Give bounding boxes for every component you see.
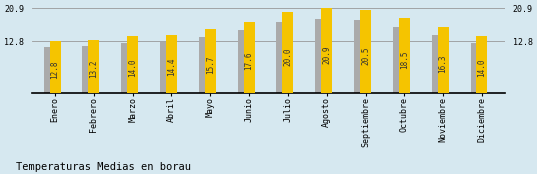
Bar: [160, 42, 171, 93]
Bar: [315, 19, 326, 93]
Text: 20.5: 20.5: [361, 46, 370, 65]
Text: 14.0: 14.0: [477, 58, 487, 77]
Bar: [470, 43, 481, 93]
Text: 14.4: 14.4: [167, 58, 176, 76]
Text: Temperaturas Medias en borau: Temperaturas Medias en borau: [16, 162, 191, 172]
Bar: [83, 46, 93, 93]
Bar: [244, 22, 255, 93]
Bar: [238, 30, 249, 93]
Bar: [282, 12, 293, 93]
Text: 12.8: 12.8: [50, 61, 60, 79]
Bar: [438, 27, 448, 93]
Text: 18.5: 18.5: [400, 50, 409, 69]
Bar: [49, 41, 61, 93]
Bar: [393, 27, 404, 93]
Bar: [127, 36, 138, 93]
Text: 14.0: 14.0: [128, 58, 137, 77]
Bar: [277, 22, 287, 93]
Bar: [166, 35, 177, 93]
Bar: [199, 37, 210, 93]
Text: 20.0: 20.0: [284, 47, 293, 66]
Bar: [89, 40, 99, 93]
Bar: [360, 10, 371, 93]
Text: 17.6: 17.6: [244, 52, 253, 70]
Bar: [399, 18, 410, 93]
Text: 20.9: 20.9: [322, 46, 331, 64]
Bar: [476, 36, 488, 93]
Text: 15.7: 15.7: [206, 55, 215, 74]
Bar: [121, 43, 132, 93]
Bar: [321, 8, 332, 93]
Bar: [432, 35, 442, 93]
Bar: [354, 20, 365, 93]
Text: 16.3: 16.3: [439, 54, 448, 73]
Bar: [43, 48, 55, 93]
Text: 13.2: 13.2: [89, 60, 98, 78]
Bar: [205, 29, 216, 93]
